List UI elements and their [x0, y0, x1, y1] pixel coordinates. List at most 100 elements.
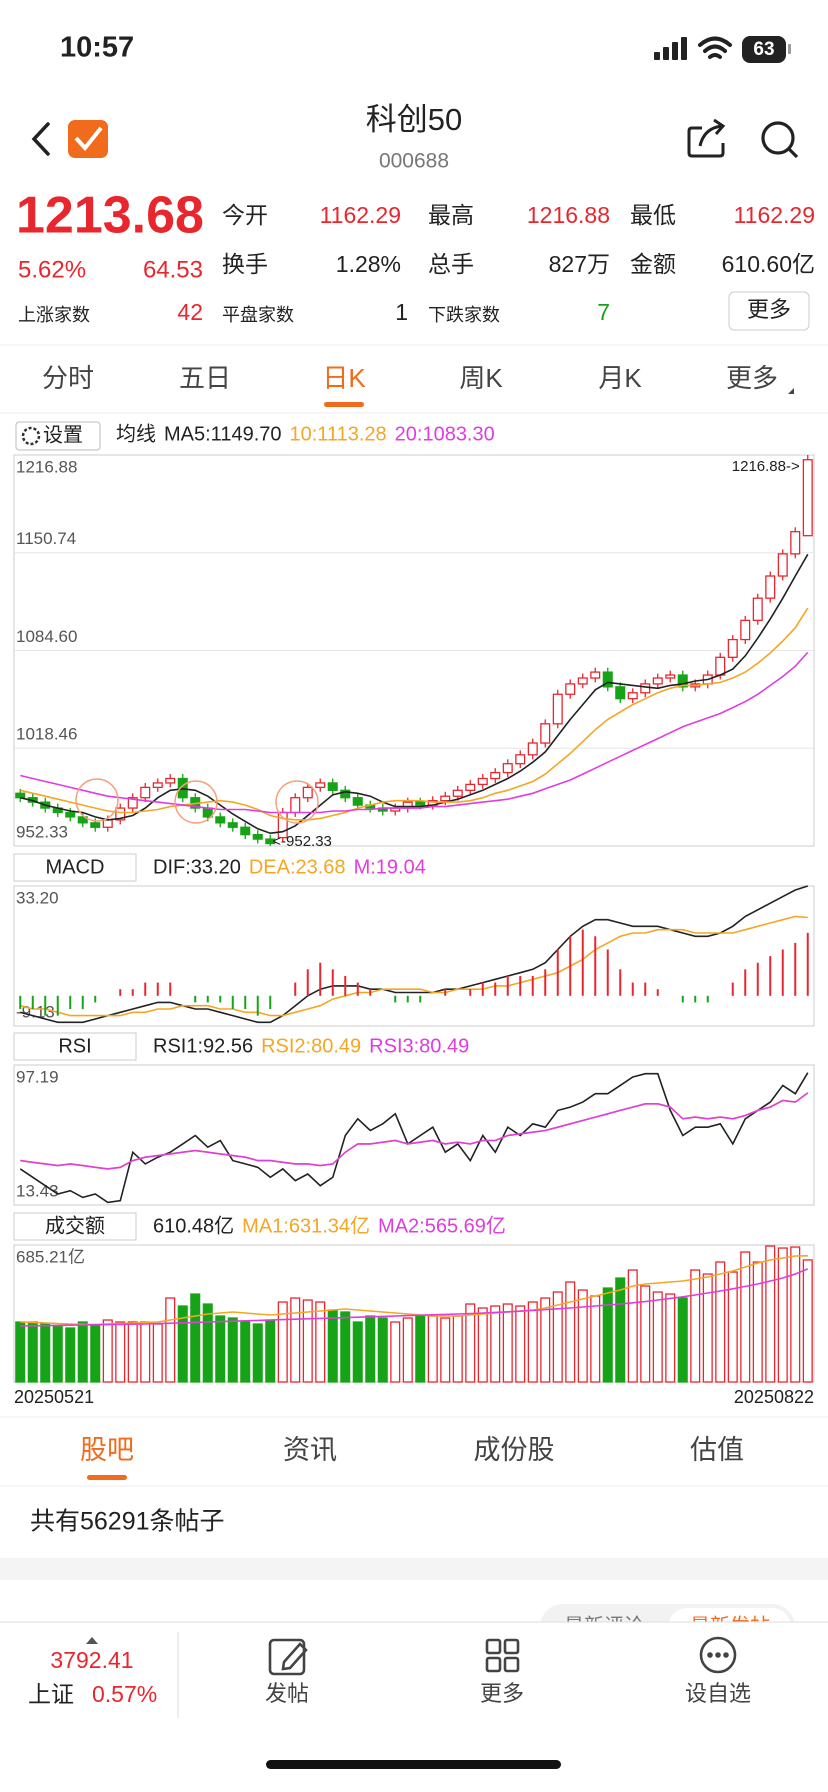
period-tab[interactable]: 五日 [179, 363, 231, 393]
indicator-line [20, 607, 809, 821]
candle-body [15, 792, 26, 799]
indicator-button[interactable] [13, 853, 137, 882]
volume-bar [177, 1305, 188, 1383]
candle-body [677, 674, 688, 688]
volume-bar [340, 1311, 351, 1383]
candle-body [352, 797, 363, 806]
candle-body [65, 811, 76, 818]
battery-icon [742, 36, 786, 63]
indicator-line [20, 1092, 809, 1170]
x-tick-label: 20250822 [734, 1387, 814, 1407]
volume-bar [402, 1317, 413, 1383]
legend-item: MA5:1149.70 [164, 423, 282, 445]
volume-bar [40, 1323, 51, 1383]
candle-body [602, 671, 613, 688]
volume-bar [390, 1321, 401, 1383]
indicator-label[interactable]: MACD [46, 856, 105, 878]
index-name[interactable]: 上证 [28, 1681, 74, 1707]
bottom-action[interactable]: 更多 [480, 1681, 524, 1706]
indicator-line [20, 915, 808, 1017]
indicator-label[interactable]: 成交额 [45, 1214, 105, 1237]
candle-body [665, 674, 676, 679]
more-button[interactable] [728, 291, 810, 331]
candle-body [477, 777, 488, 786]
candle-body [252, 834, 263, 840]
battery-tip [788, 44, 791, 54]
bottom-action[interactable]: 设自选 [685, 1681, 751, 1706]
period-tab[interactable]: 更多 [726, 363, 778, 393]
indicator-line [20, 885, 809, 1024]
chart-frame [13, 885, 815, 1027]
candle-body [265, 838, 276, 845]
breadth-label: 上涨家数 [18, 305, 90, 325]
tab-underline [324, 402, 364, 407]
volume-bar [52, 1325, 63, 1383]
candle-body [565, 683, 576, 695]
period-tab[interactable]: 分时 [42, 363, 94, 393]
candle-body [590, 671, 601, 679]
legend-item: RSI1:92.56 [153, 1035, 253, 1057]
legend-item: MA2:565.69亿 [378, 1214, 506, 1237]
community-tabs: 股吧 资讯 成份股 估值 [80, 1435, 744, 1480]
candle-body [302, 786, 313, 799]
stat-value: 1162.29 [320, 202, 401, 228]
stat-value: 1216.88 [527, 202, 610, 228]
indicator-button[interactable] [13, 1032, 137, 1061]
period-tab[interactable]: 日K [322, 363, 366, 393]
min-annotation: <-952.33 [272, 833, 332, 850]
stat-label: 最高 [428, 202, 474, 228]
more-button-label[interactable]: 更多 [747, 297, 791, 322]
candle-body [802, 459, 813, 537]
app-icon-check [74, 126, 103, 152]
stat-value: 1.28% [336, 251, 401, 277]
bottom-action[interactable]: 发帖 [265, 1681, 309, 1706]
candle-body [740, 619, 751, 641]
volume-bar [15, 1321, 26, 1383]
community-tab[interactable]: 资讯 [283, 1435, 337, 1465]
indicator-line [20, 1268, 809, 1327]
more-caret [788, 388, 794, 394]
volume-bar [102, 1319, 113, 1383]
community-tab[interactable]: 估值 [690, 1435, 744, 1465]
candle-body [215, 816, 226, 824]
legend-item: 610.48亿 [153, 1214, 234, 1237]
indicator-button[interactable] [13, 1212, 137, 1241]
indicator-line [20, 651, 809, 814]
candle-body [715, 656, 726, 676]
volume-bar [502, 1303, 513, 1383]
candle-body [777, 553, 788, 577]
volume-bar [77, 1321, 88, 1383]
quote-stats: 今开 1162.29 最高 1216.88 最低 1162.29 换手 1.28% 总手 827万… [18, 202, 815, 325]
community-tab[interactable]: 股吧 [80, 1435, 134, 1465]
community-tab[interactable]: 成份股 [474, 1435, 555, 1465]
volume-bar [765, 1245, 776, 1383]
candle-body [127, 797, 138, 809]
index-change[interactable]: 0.57% [92, 1681, 157, 1707]
volume-bar [490, 1305, 501, 1383]
y-tick-label: 33.20 [16, 888, 59, 907]
legend-item: DIF:33.20 [153, 856, 241, 878]
signal-marker [174, 780, 218, 824]
candle-body [227, 822, 238, 828]
charts: 952.33 1018.46 1084.60 1150.74 1216.88 设置 均线 MA… [13, 421, 815, 1407]
signal-icon [654, 37, 687, 60]
share-button[interactable] [687, 118, 726, 158]
stock-code: 000688 [379, 150, 449, 173]
search-button[interactable] [761, 121, 799, 159]
tab-underline [87, 1475, 127, 1480]
settings-label[interactable]: 设置 [43, 423, 83, 446]
index-value[interactable]: 3792.41 [50, 1647, 133, 1673]
volume-bar [615, 1277, 626, 1383]
legend-item: DEA:23.68 [249, 856, 346, 878]
candle-body [727, 638, 738, 658]
back-button[interactable] [31, 122, 50, 156]
period-tab[interactable]: 月K [598, 363, 642, 393]
volume-bar [90, 1325, 101, 1383]
stock-name: 科创50 [366, 102, 462, 137]
volume-bar [590, 1295, 601, 1383]
status-time: 10:57 [60, 32, 134, 64]
volume-bar [452, 1315, 463, 1383]
period-tab[interactable]: 周K [459, 363, 503, 393]
indicator-label[interactable]: RSI [58, 1035, 91, 1057]
